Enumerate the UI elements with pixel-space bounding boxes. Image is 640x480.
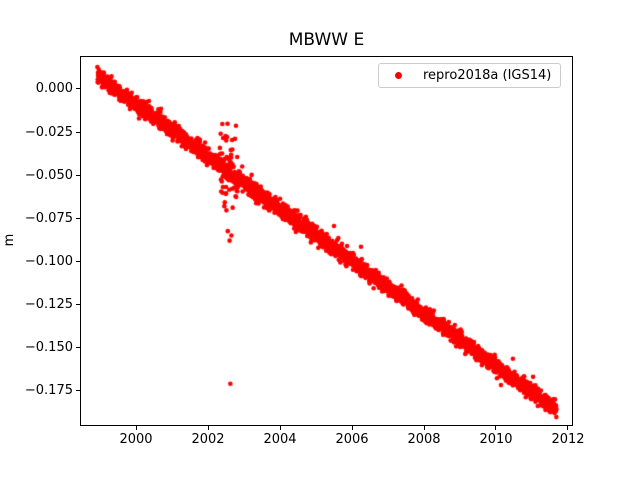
- y-tick-label: −0.125: [24, 296, 73, 312]
- x-tick-label: 2004: [263, 432, 297, 447]
- x-tick-label: 2008: [407, 432, 441, 447]
- y-tick: [76, 347, 80, 349]
- x-tick: [279, 426, 281, 430]
- y-tick: [76, 260, 80, 262]
- legend-label: repro2018a (IGS14): [423, 68, 552, 83]
- legend: repro2018a (IGS14): [378, 63, 562, 88]
- y-tick-label: −0.175: [24, 383, 73, 399]
- x-tick: [423, 426, 425, 430]
- x-tick: [351, 426, 353, 430]
- x-tick-label: 2006: [335, 432, 369, 447]
- y-tick: [76, 131, 80, 133]
- y-tick: [76, 217, 80, 219]
- y-tick: [76, 174, 80, 176]
- y-tick-label: 0.000: [35, 81, 73, 97]
- y-tick: [76, 88, 80, 90]
- plot-area: [80, 56, 573, 426]
- x-tick-label: 2012: [551, 432, 585, 447]
- y-tick-label: −0.075: [24, 210, 73, 226]
- legend-marker-dot: [395, 72, 402, 79]
- y-tick-label: −0.025: [24, 124, 73, 140]
- x-tick: [567, 426, 569, 430]
- x-tick: [495, 426, 497, 430]
- y-tick-label: −0.100: [24, 253, 73, 269]
- y-tick: [76, 390, 80, 392]
- y-tick-label: −0.150: [24, 340, 73, 356]
- y-tick: [76, 303, 80, 305]
- x-tick: [135, 426, 137, 430]
- x-tick: [207, 426, 209, 430]
- y-axis-label: m: [2, 233, 17, 247]
- y-tick-label: −0.050: [24, 167, 73, 183]
- x-tick-label: 2010: [479, 432, 513, 447]
- x-tick-label: 2000: [119, 432, 153, 447]
- x-tick-label: 2002: [191, 432, 225, 447]
